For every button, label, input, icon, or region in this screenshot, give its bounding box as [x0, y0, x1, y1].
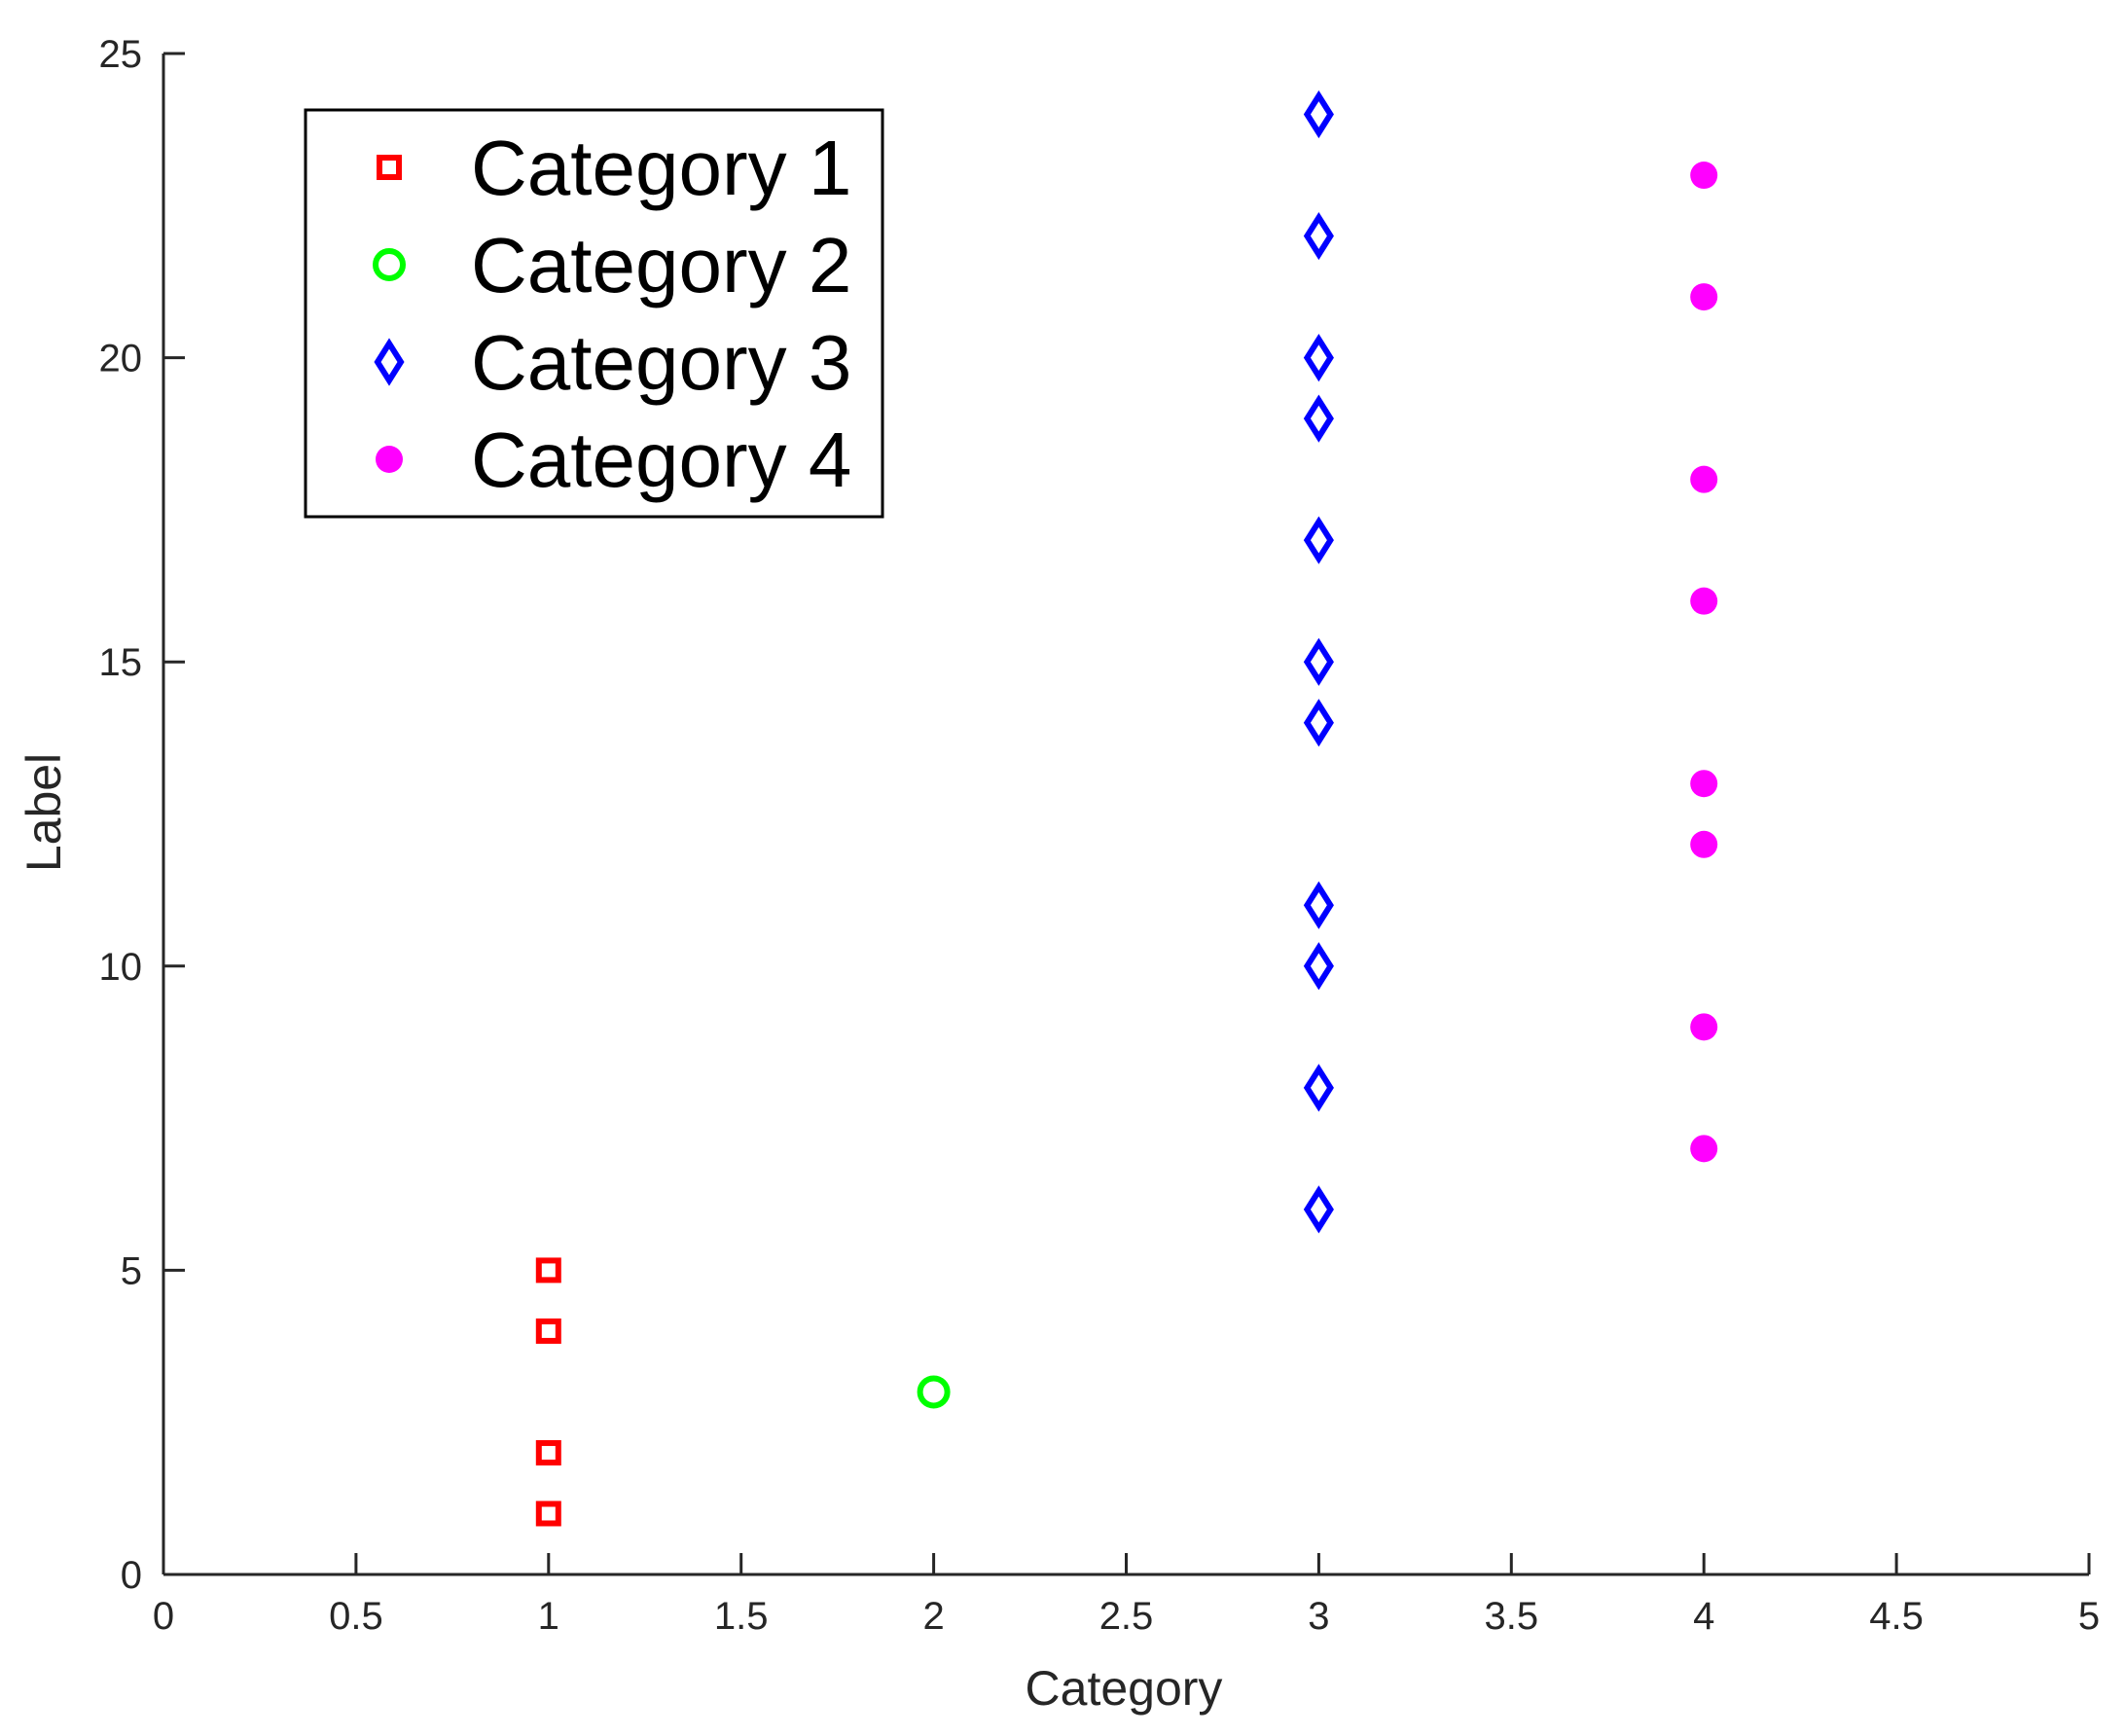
- series-2: [917, 1375, 951, 1409]
- data-point: [1690, 1135, 1718, 1163]
- data-point: [1303, 699, 1334, 747]
- y-tick-label: 0: [121, 1554, 142, 1597]
- series-4: [1690, 162, 1718, 1163]
- data-point: [1690, 770, 1718, 798]
- legend: Category 1 Category 2 Category 3 Category 4: [304, 108, 884, 519]
- y-tick-label: 10: [99, 946, 143, 989]
- data-point: [1303, 211, 1334, 261]
- y-axis-title: Label: [17, 753, 71, 872]
- y-axis-ticks: 0 5 10 15 20 25: [99, 33, 185, 1597]
- data-point: [1690, 283, 1718, 311]
- data-point: [1303, 881, 1334, 929]
- x-tick-label: 0.5: [329, 1595, 383, 1638]
- x-tick-label: 2: [922, 1595, 944, 1638]
- data-point: [917, 1375, 951, 1409]
- data-point: [1690, 830, 1718, 858]
- x-axis-title: Category: [1026, 1661, 1223, 1716]
- data-point: [1690, 587, 1718, 615]
- x-tick-label: 0: [153, 1595, 174, 1638]
- data-point: [1690, 162, 1718, 190]
- data-point: [1303, 333, 1334, 382]
- series-1: [535, 1257, 561, 1527]
- series-3: [1303, 90, 1334, 1234]
- x-tick-label: 1: [538, 1595, 559, 1638]
- data-point: [1303, 90, 1334, 139]
- x-tick-label: 3: [1308, 1595, 1329, 1638]
- y-tick-label: 5: [121, 1249, 142, 1292]
- x-tick-label: 3.5: [1484, 1595, 1538, 1638]
- x-tick-label: 5: [2078, 1595, 2100, 1638]
- data-point: [1303, 394, 1334, 443]
- data-point: [1690, 465, 1718, 493]
- data-point: [1303, 1185, 1334, 1234]
- legend-label: Category 4: [471, 416, 851, 503]
- data-point: [535, 1501, 561, 1527]
- y-tick-label: 15: [99, 641, 143, 684]
- x-tick-label: 2.5: [1099, 1595, 1154, 1638]
- y-tick-label: 20: [99, 338, 143, 380]
- legend-marker: [376, 446, 403, 473]
- data-points: [535, 90, 1718, 1527]
- legend-marker: [374, 338, 405, 386]
- data-point: [1303, 1064, 1334, 1112]
- legend-marker: [373, 248, 406, 281]
- legend-label: Category 1: [471, 125, 851, 211]
- data-point: [535, 1318, 561, 1344]
- legend-label: Category 2: [471, 222, 851, 308]
- x-tick-label: 1.5: [714, 1595, 769, 1638]
- data-point: [1303, 942, 1334, 991]
- x-tick-label: 4.5: [1869, 1595, 1924, 1638]
- legend-label: Category 3: [471, 319, 851, 406]
- data-point: [1303, 637, 1334, 686]
- data-point: [1303, 516, 1334, 564]
- legend-marker: [377, 155, 402, 180]
- y-tick-label: 25: [99, 33, 143, 76]
- data-point: [1690, 1013, 1718, 1041]
- data-point: [535, 1257, 561, 1284]
- data-point: [535, 1439, 561, 1465]
- x-tick-label: 4: [1693, 1595, 1714, 1638]
- x-axis-ticks: 0 0.5 1 1.5 2 2.5 3 3.5 4 4.5 5: [153, 1553, 2100, 1638]
